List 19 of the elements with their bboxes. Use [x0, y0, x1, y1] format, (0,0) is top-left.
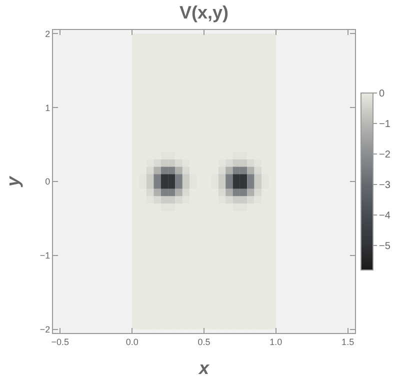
x-tick-label: −0.5 [51, 336, 70, 347]
color-bar-label: −2 [379, 150, 391, 161]
x-tick-label: 0.5 [198, 336, 210, 347]
color-bar-label: −4 [379, 210, 391, 222]
y-tick-label: 0 [45, 176, 50, 187]
y-tick-label: −1 [40, 250, 50, 261]
x-tick-label: 1.0 [270, 336, 282, 347]
color-bar-label: −1 [379, 119, 391, 130]
y-tick-label: 1 [45, 102, 50, 113]
x-tick-label: 1.5 [342, 336, 354, 347]
color-bar-label: −3 [379, 180, 391, 192]
chart-title: V(x,y) [179, 2, 229, 22]
y-tick-label: 2 [45, 28, 50, 39]
color-bar-label: 0 [379, 88, 385, 100]
y-tick-label: −2 [40, 324, 50, 334]
x-axis-title: x [198, 358, 210, 378]
color-bar-label: −5 [379, 241, 391, 252]
y-axis-title: y [3, 176, 24, 188]
x-tick-label: 0.0 [126, 336, 138, 347]
